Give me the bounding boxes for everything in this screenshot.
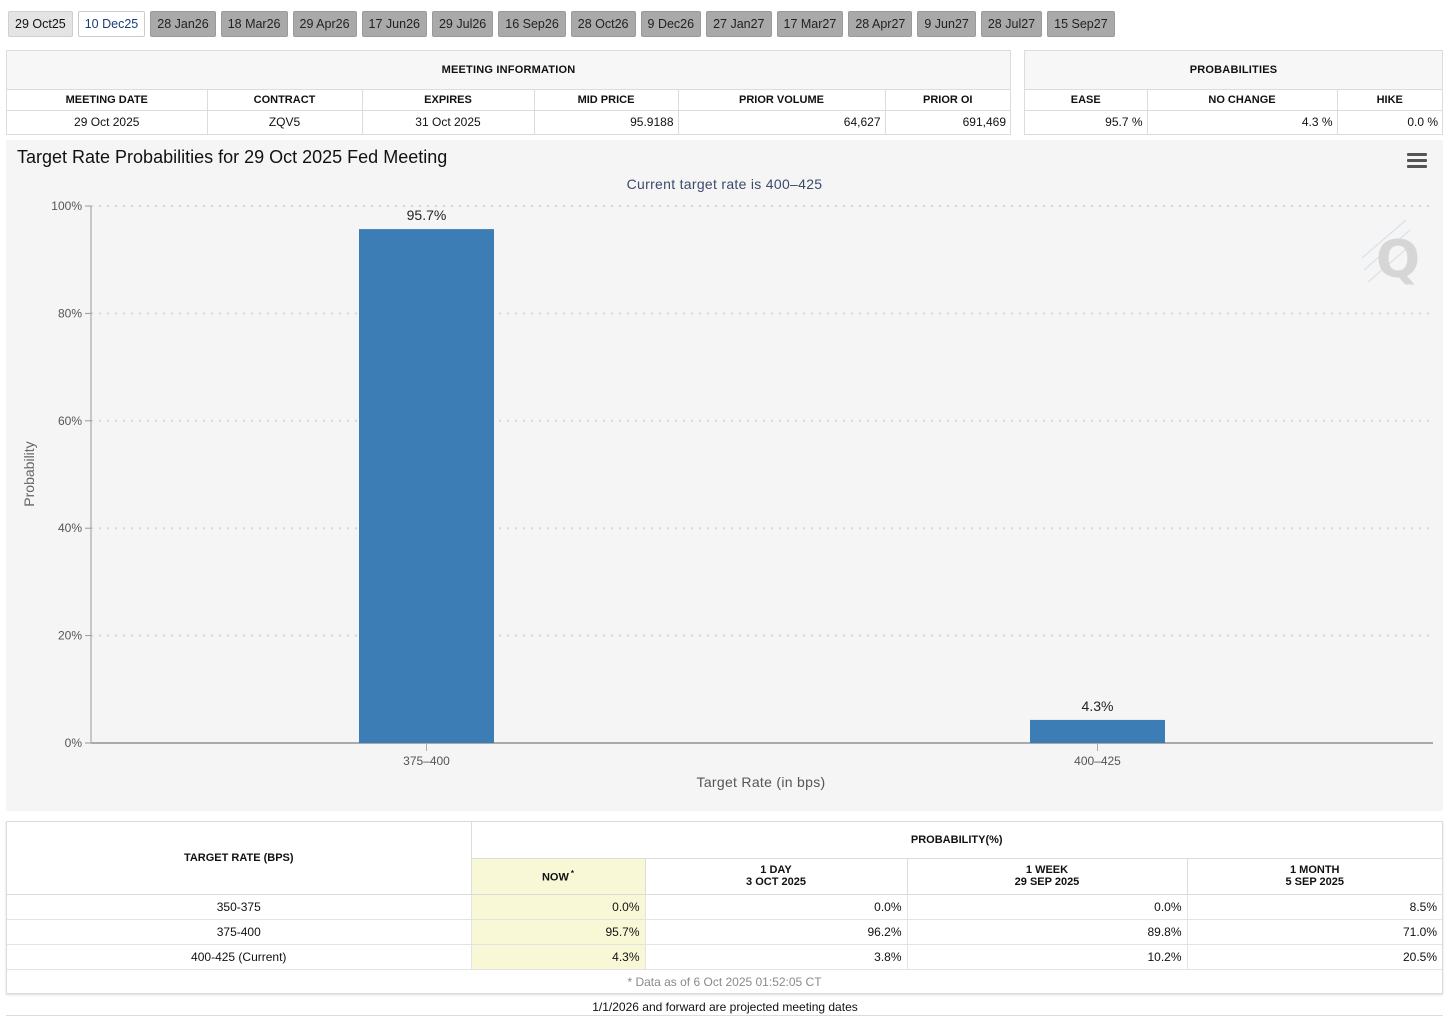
- meeting-date-tabs: 29 Oct25 10 Dec25 28 Jan26 18 Mar26 29 A…: [8, 11, 1115, 37]
- q-logo-icon: Q: [1361, 219, 1420, 290]
- bar-1[interactable]: [359, 229, 494, 743]
- x-tick-label: 400–425: [1074, 754, 1121, 768]
- divider: [6, 1015, 1443, 1016]
- table-row: 350-375 0.0% 0.0% 0.0% 8.5%: [7, 894, 1442, 920]
- tab-28-oct26[interactable]: 28 Oct26: [570, 11, 636, 37]
- probability-history-table: TARGET RATE (BPS) PROBABILITY(%) NOW * 1 …: [6, 821, 1443, 994]
- header-1-week-date: 29 SEP 2025: [1014, 876, 1080, 888]
- tab-28-apr27[interactable]: 28 Apr27: [848, 11, 913, 37]
- bar-chart: 0% 20% 40% 60% 80% 100% 95.7% 375–400 4.3% 400–4…: [21, 199, 1433, 790]
- meeting-information-table: MEETING INFORMATION MEETING DATE CONTRAC…: [6, 50, 1011, 135]
- header-prior-volume: PRIOR VOLUME: [678, 89, 886, 111]
- probabilities-title: PROBABILITIES: [1025, 51, 1442, 90]
- y-tick-label: 20%: [58, 629, 82, 643]
- header-1-day-date: 3 OCT 2025: [746, 876, 806, 888]
- bar-value-label: 4.3%: [1082, 698, 1114, 714]
- hike-value: 0.0 %: [1407, 115, 1438, 130]
- tab-18-mar26[interactable]: 18 Mar26: [220, 11, 288, 37]
- header-1-month-label: 1 MONTH: [1290, 864, 1340, 876]
- tab-15-sep27[interactable]: 15 Sep27: [1047, 11, 1115, 37]
- no-change-value: 4.3 %: [1147, 110, 1338, 134]
- tab-28-jan26[interactable]: 28 Jan26: [150, 11, 216, 37]
- header-expires: EXPIRES: [362, 89, 535, 111]
- rate-cell: 375-400: [7, 919, 472, 945]
- tab-9-jun27[interactable]: 9 Jun27: [917, 11, 976, 37]
- meeting-date-value: 29 Oct 2025: [7, 110, 208, 134]
- tab-9-dec26[interactable]: 9 Dec26: [640, 11, 702, 37]
- header-1-day: 1 DAY 3 OCT 2025: [644, 858, 907, 895]
- chart-title: Target Rate Probabilities for 29 Oct 202…: [17, 147, 448, 167]
- logo-letter: Q: [1376, 230, 1420, 290]
- tab-17-mar27[interactable]: 17 Mar27: [776, 11, 844, 37]
- header-no-change: NO CHANGE: [1147, 89, 1338, 111]
- table-row: 375-400 95.7% 96.2% 89.8% 71.0%: [7, 919, 1442, 945]
- projected-dates-note: 1/1/2026 and forward are projected meeti…: [592, 1000, 858, 1014]
- header-meeting-date: MEETING DATE: [7, 89, 208, 111]
- y-axis-label: Probability: [21, 441, 37, 506]
- week-cell: 10.2%: [907, 944, 1188, 970]
- bar-2[interactable]: [1030, 719, 1165, 743]
- now-cell: 4.3%: [471, 944, 646, 970]
- chart-panel: Target Rate Probabilities for 29 Oct 202…: [6, 140, 1443, 811]
- tab-29-apr26[interactable]: 29 Apr26: [292, 11, 357, 37]
- header-1-day-label: 1 DAY: [760, 864, 792, 876]
- header-now: NOW *: [470, 858, 645, 895]
- tab-10-dec25[interactable]: 10 Dec25: [77, 11, 146, 37]
- header-1-month-date: 5 SEP 2025: [1285, 876, 1344, 888]
- meeting-information-title: MEETING INFORMATION: [7, 51, 1010, 90]
- data-timestamp-footnote: * Data as of 6 Oct 2025 01:52:05 CT: [627, 974, 822, 989]
- rate-cell: 350-375: [7, 894, 472, 920]
- rate-cell: 400-425 (Current): [7, 944, 472, 970]
- header-probability-group: PROBABILITY(%): [470, 822, 1442, 859]
- probabilities-table: PROBABILITIES EASE NO CHANGE HIKE 95.7 %…: [1024, 50, 1443, 135]
- x-tick-label: 375–400: [403, 754, 450, 768]
- x-axis-label: Target Rate (in bps): [697, 774, 826, 790]
- tab-17-jun26[interactable]: 17 Jun26: [361, 11, 427, 37]
- day-cell: 96.2%: [645, 919, 908, 945]
- header-hike: HIKE: [1337, 89, 1442, 111]
- header-1-month: 1 MONTH 5 SEP 2025: [1186, 858, 1442, 895]
- tab-29-jul26[interactable]: 29 Jul26: [431, 11, 494, 37]
- tab-28-jul27[interactable]: 28 Jul27: [980, 11, 1043, 37]
- month-cell: 71.0%: [1187, 919, 1442, 945]
- now-cell: 0.0%: [471, 894, 646, 920]
- day-cell: 3.8%: [645, 944, 908, 970]
- prior-volume-value: 64,627: [678, 110, 886, 134]
- y-tick-label: 100%: [51, 199, 82, 213]
- month-cell: 20.5%: [1187, 944, 1442, 970]
- header-now-asterisk: *: [570, 868, 574, 878]
- bar-value-label: 95.7%: [407, 207, 447, 223]
- expires-value: 31 Oct 2025: [362, 110, 535, 134]
- tab-29-oct25[interactable]: 29 Oct25: [8, 11, 73, 37]
- header-contract: CONTRACT: [207, 89, 363, 111]
- y-tick-label: 60%: [58, 414, 82, 428]
- header-ease: EASE: [1025, 89, 1148, 111]
- ease-value: 95.7 %: [1025, 110, 1148, 134]
- month-cell: 8.5%: [1187, 894, 1442, 920]
- header-prior-oi: PRIOR OI: [885, 89, 1010, 111]
- week-cell: 0.0%: [907, 894, 1188, 920]
- contract-value: ZQV5: [207, 110, 363, 134]
- header-now-label: NOW: [541, 871, 569, 884]
- y-tick-label: 80%: [58, 306, 82, 320]
- y-tick-label: 0%: [65, 736, 83, 750]
- mid-price-value: 95.9188: [534, 110, 679, 134]
- header-1-week-label: 1 WEEK: [1025, 864, 1069, 876]
- now-cell: 95.7%: [471, 919, 646, 945]
- week-cell: 89.8%: [907, 919, 1188, 945]
- prior-oi-value: 691,469: [962, 115, 1006, 130]
- y-tick-label: 40%: [58, 521, 82, 535]
- chart-menu-icon[interactable]: [1407, 153, 1427, 169]
- chart-subtitle: Current target rate is 400–425: [626, 176, 823, 192]
- header-1-week: 1 WEEK 29 SEP 2025: [906, 858, 1187, 895]
- tab-27-jan27[interactable]: 27 Jan27: [706, 11, 772, 37]
- header-target-rate: TARGET RATE (BPS): [7, 822, 471, 895]
- table-row: 400-425 (Current) 4.3% 3.8% 10.2% 20.5%: [7, 944, 1442, 970]
- day-cell: 0.0%: [645, 894, 908, 920]
- tab-16-sep26[interactable]: 16 Sep26: [498, 11, 566, 37]
- header-mid-price: MID PRICE: [534, 89, 679, 111]
